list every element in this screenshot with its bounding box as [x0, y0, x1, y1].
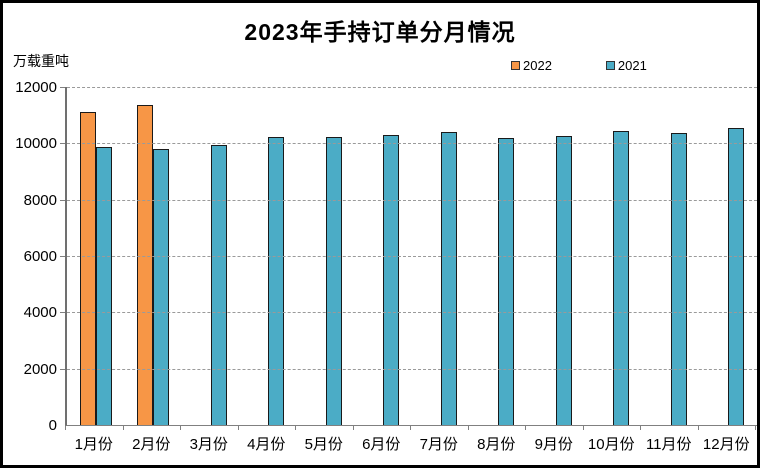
bar-2022-1月份 [79, 111, 96, 425]
x-tick [352, 426, 354, 430]
gridline-10000 [67, 143, 757, 145]
y-tick-label: 6000 [23, 248, 57, 265]
x-tick-label: 6月份 [362, 436, 401, 453]
bar-2021-2月份 [153, 148, 170, 425]
gridline-6000 [67, 256, 757, 257]
bar-group-7月份 [412, 87, 470, 425]
y-tick [60, 199, 65, 201]
bar-group-6月份 [355, 87, 413, 425]
x-tick-label: 10月份 [587, 436, 635, 453]
x-tick [295, 426, 296, 430]
x-tick [467, 426, 469, 430]
bar-group-9月份 [527, 87, 585, 425]
y-tick [60, 143, 65, 145]
bar-2021-5月份 [325, 137, 342, 425]
bar-2021-10月份 [613, 130, 630, 425]
x-tick-label: 1月份 [74, 436, 113, 453]
bar-group-4月份 [240, 87, 298, 425]
x-tick-label: 9月份 [534, 436, 573, 453]
legend-item-2022: 2022 [511, 58, 552, 73]
y-tick-label: 0 [48, 417, 57, 434]
y-tick-label: 4000 [23, 304, 57, 322]
bar-2021-11月份 [670, 132, 687, 425]
x-tick [410, 426, 411, 430]
bar-group-1月份 [67, 87, 125, 425]
legend-label-2022: 2022 [523, 58, 552, 73]
bar-2021-7月份 [440, 132, 457, 425]
x-tick [697, 426, 699, 430]
x-tick [65, 426, 66, 430]
bar-group-5月份 [297, 87, 355, 425]
bar-2021-12月份 [728, 128, 745, 425]
x-tick [582, 426, 584, 430]
x-tick [122, 426, 124, 430]
x-tick-label: 3月份 [189, 436, 228, 453]
bar-group-2月份 [125, 87, 183, 425]
bar-group-8月份 [470, 87, 528, 425]
x-axis-ticks [65, 426, 756, 431]
x-tick [525, 426, 526, 430]
bar-group-11月份 [642, 87, 700, 425]
y-tick-label: 10000 [15, 135, 57, 153]
bar-2022-2月份 [137, 105, 154, 425]
y-tick [60, 368, 65, 370]
bar-2021-3月份 [210, 145, 227, 425]
x-tick-label: 2月份 [132, 436, 171, 453]
legend: 2022 2021 [511, 58, 647, 73]
legend-swatch-2022 [511, 61, 520, 70]
y-tick [60, 312, 65, 314]
x-tick-label: 4月份 [247, 436, 286, 453]
bar-2021-6月份 [383, 134, 400, 425]
legend-swatch-2021 [605, 61, 615, 70]
gridline-2000 [67, 368, 757, 370]
bar-2021-8月份 [498, 137, 515, 425]
gridline-4000 [67, 312, 757, 314]
x-axis-labels: 1月份 2月份 3月份 4月份 5月份 6月份 7月份 8月份 9月份 10月份 11月份 12月份 [65, 433, 755, 454]
bars-layer [67, 87, 757, 425]
x-tick [180, 426, 181, 430]
bar-2021-4月份 [268, 136, 285, 425]
x-tick-label: 11月份 [645, 436, 692, 453]
chart-title: 2023年手持订单分月情况 [244, 19, 516, 45]
y-axis-unit-label: 万载重吨 [13, 53, 69, 69]
y-tick [60, 87, 65, 88]
y-tick-label: 8000 [23, 191, 57, 209]
bar-2021-1月份 [95, 147, 112, 425]
x-tick-label: 7月份 [419, 436, 458, 453]
x-tick [640, 426, 641, 430]
gridline-8000 [67, 199, 757, 201]
x-tick [237, 426, 239, 430]
bar-group-3月份 [182, 87, 240, 425]
bar-group-12月份 [700, 87, 758, 425]
plot-area [60, 87, 757, 426]
y-tick-label: 12000 [15, 79, 57, 96]
x-tick-label: 12月份 [702, 436, 750, 453]
legend-item-2021: 2021 [605, 58, 647, 73]
legend-label-2021: 2021 [617, 58, 647, 73]
bar-2021-9月份 [555, 136, 572, 425]
bar-group-10月份 [585, 87, 643, 425]
x-tick-label: 8月份 [477, 436, 516, 453]
y-tick [60, 256, 65, 257]
gridline-12000 [67, 87, 757, 88]
y-tick-label: 2000 [23, 360, 57, 378]
x-tick-label: 5月份 [304, 436, 343, 453]
x-tick [755, 426, 756, 430]
